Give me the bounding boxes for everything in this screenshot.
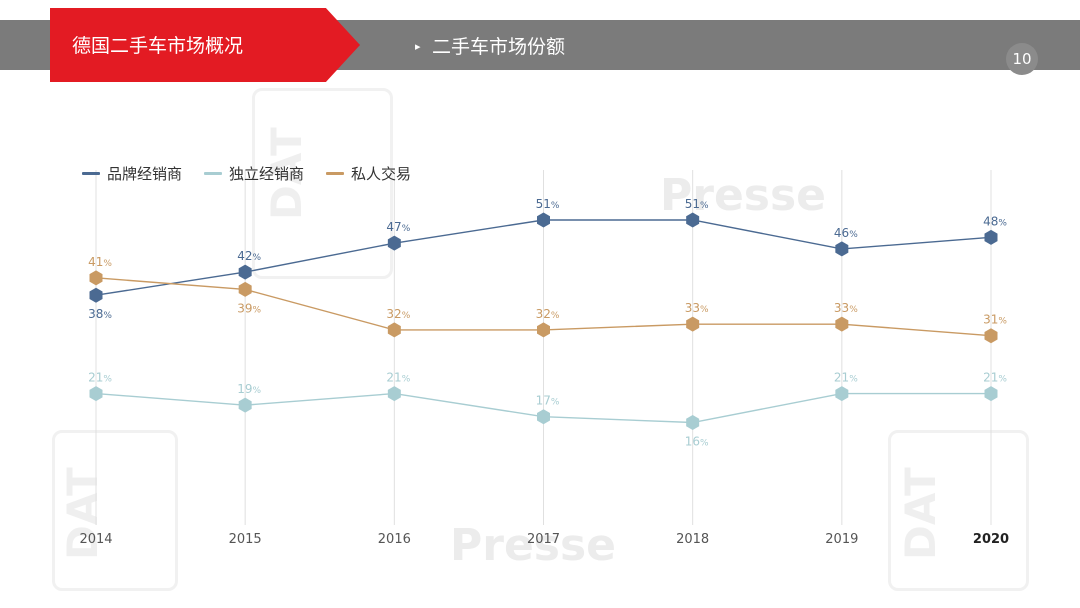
data-point-1-2016 xyxy=(387,386,401,402)
legend-item-2: 私人交易 xyxy=(326,163,411,184)
legend-swatch xyxy=(204,172,223,175)
data-point-0-2017 xyxy=(537,212,550,228)
data-label-0-2020: 48% xyxy=(983,214,1007,228)
data-label-2-2015: 39% xyxy=(237,301,261,315)
data-point-2-2019 xyxy=(835,316,849,332)
header-title-banner xyxy=(50,8,360,82)
legend-label: 品牌经销商 xyxy=(107,165,183,183)
data-point-2-2014 xyxy=(89,270,103,286)
data-point-2-2017 xyxy=(537,322,550,338)
data-label-2-2018: 33% xyxy=(685,301,709,315)
data-label-1-2016: 21% xyxy=(386,371,410,385)
chart-legend: 品牌经销商 独立经销商 私人交易 xyxy=(82,163,411,184)
legend-swatch xyxy=(326,172,345,175)
data-label-0-2019: 46% xyxy=(834,226,858,240)
data-label-0-2017: 51% xyxy=(536,197,560,211)
x-tick-label-2018: 2018 xyxy=(676,532,709,547)
section-arrow-icon: ▸ xyxy=(415,40,421,53)
section-title: 二手车市场份额 xyxy=(432,36,566,58)
data-label-0-2018: 51% xyxy=(685,197,709,211)
data-point-2-2020 xyxy=(984,328,998,344)
data-point-0-2018 xyxy=(686,212,700,228)
legend-item-0: 品牌经销商 xyxy=(82,163,182,184)
data-label-2-2019: 33% xyxy=(834,301,858,315)
data-label-2-2020: 31% xyxy=(983,313,1007,327)
data-label-1-2020: 21% xyxy=(983,371,1007,385)
legend-label: 私人交易 xyxy=(351,165,412,183)
legend-label: 独立经销商 xyxy=(229,165,305,183)
data-point-0-2014 xyxy=(89,287,103,303)
data-point-1-2015 xyxy=(238,397,252,413)
x-tick-label-2019: 2019 xyxy=(825,532,858,547)
page-number-badge: 10 xyxy=(1006,43,1038,75)
data-point-2-2018 xyxy=(686,316,700,332)
data-point-0-2016 xyxy=(387,235,401,251)
data-label-1-2017: 17% xyxy=(536,394,560,408)
x-tick-label-2015: 2015 xyxy=(229,532,262,547)
data-point-1-2014 xyxy=(89,386,103,402)
legend-swatch xyxy=(82,172,100,175)
data-point-2-2016 xyxy=(387,322,401,338)
data-label-1-2018: 16% xyxy=(685,435,709,449)
x-tick-label-2014: 2014 xyxy=(79,532,112,547)
data-label-2-2014: 41% xyxy=(88,255,112,269)
data-point-1-2017 xyxy=(537,409,550,425)
data-label-0-2014: 38% xyxy=(88,307,112,321)
data-point-1-2019 xyxy=(835,386,849,402)
x-tick-label-2017: 2017 xyxy=(527,532,560,547)
data-point-1-2018 xyxy=(686,415,700,430)
data-point-2-2015 xyxy=(238,281,252,297)
data-point-0-2019 xyxy=(835,241,849,257)
legend-item-1: 独立经销商 xyxy=(204,163,304,184)
data-label-1-2015: 19% xyxy=(237,382,261,396)
x-tick-label-2020: 2020 xyxy=(973,532,1009,547)
data-label-2-2016: 32% xyxy=(386,307,410,321)
data-point-0-2020 xyxy=(984,229,998,245)
data-label-2-2017: 32% xyxy=(536,307,560,321)
data-label-1-2019: 21% xyxy=(834,371,858,385)
data-point-1-2020 xyxy=(984,386,998,402)
data-label-0-2015: 42% xyxy=(237,249,261,263)
x-tick-label-2016: 2016 xyxy=(378,532,411,547)
data-label-0-2016: 47% xyxy=(386,220,410,234)
data-point-0-2015 xyxy=(238,264,252,280)
page-title: 德国二手车市场概况 xyxy=(72,35,244,57)
data-label-1-2014: 21% xyxy=(88,371,112,385)
